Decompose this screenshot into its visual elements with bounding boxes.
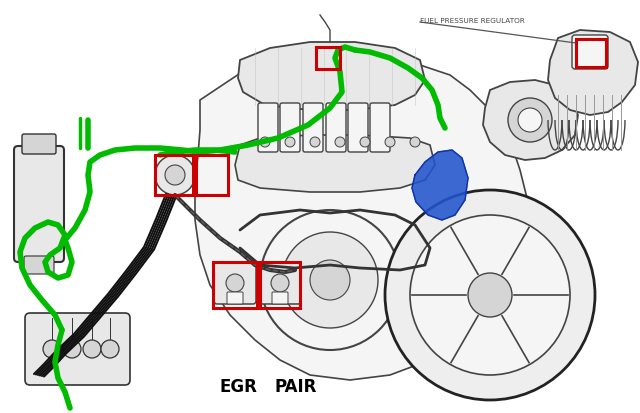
Circle shape xyxy=(226,274,244,292)
Circle shape xyxy=(155,155,195,195)
FancyBboxPatch shape xyxy=(370,103,390,152)
Circle shape xyxy=(282,232,378,328)
Bar xyxy=(260,262,300,308)
FancyBboxPatch shape xyxy=(22,134,56,154)
Polygon shape xyxy=(548,30,638,115)
Bar xyxy=(213,262,257,308)
Circle shape xyxy=(385,137,395,147)
Circle shape xyxy=(310,260,350,300)
Polygon shape xyxy=(195,48,530,380)
FancyBboxPatch shape xyxy=(303,103,323,152)
Text: PAIR: PAIR xyxy=(275,378,317,396)
FancyBboxPatch shape xyxy=(280,103,300,152)
Circle shape xyxy=(508,98,552,142)
Text: EGR: EGR xyxy=(219,378,257,396)
Circle shape xyxy=(43,340,61,358)
Circle shape xyxy=(385,190,595,400)
Circle shape xyxy=(260,210,400,350)
FancyBboxPatch shape xyxy=(572,35,608,69)
Circle shape xyxy=(260,137,270,147)
Bar xyxy=(196,155,228,195)
FancyBboxPatch shape xyxy=(258,103,278,152)
FancyBboxPatch shape xyxy=(259,262,301,304)
FancyBboxPatch shape xyxy=(348,103,368,152)
Circle shape xyxy=(518,108,542,132)
Text: FUEL PRESSURE REGULATOR: FUEL PRESSURE REGULATOR xyxy=(420,18,525,24)
Circle shape xyxy=(165,165,185,185)
Circle shape xyxy=(83,340,101,358)
Bar xyxy=(576,39,606,67)
Circle shape xyxy=(271,274,289,292)
Circle shape xyxy=(310,137,320,147)
Bar xyxy=(155,155,193,195)
Bar xyxy=(316,47,340,69)
FancyBboxPatch shape xyxy=(272,292,288,304)
FancyBboxPatch shape xyxy=(326,103,346,152)
FancyBboxPatch shape xyxy=(25,313,130,385)
Circle shape xyxy=(410,215,570,375)
Circle shape xyxy=(360,137,370,147)
Circle shape xyxy=(285,137,295,147)
Polygon shape xyxy=(412,150,468,220)
FancyBboxPatch shape xyxy=(227,292,243,304)
Circle shape xyxy=(101,340,119,358)
Polygon shape xyxy=(238,42,425,110)
Circle shape xyxy=(63,340,81,358)
Circle shape xyxy=(335,137,345,147)
FancyBboxPatch shape xyxy=(214,262,256,304)
Circle shape xyxy=(410,137,420,147)
Polygon shape xyxy=(483,80,578,160)
Polygon shape xyxy=(235,135,435,192)
FancyBboxPatch shape xyxy=(24,256,54,274)
Circle shape xyxy=(468,273,512,317)
FancyBboxPatch shape xyxy=(14,146,64,262)
